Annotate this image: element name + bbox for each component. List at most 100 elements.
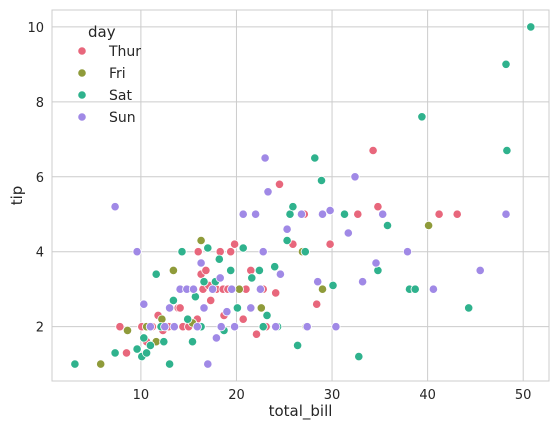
point-thur [271,288,281,298]
point-sat [382,220,393,231]
point-sun [208,284,218,294]
point-sun [313,277,323,287]
point-sat [464,303,474,313]
point-sun [350,172,360,182]
point-sat [282,235,292,246]
point-thur [353,209,363,219]
point-thur [373,202,383,212]
point-sat [526,22,536,32]
point-sat [110,348,120,358]
x-tick-label: 50 [515,388,532,403]
legend-marker-fri [77,68,87,78]
point-sun [227,284,237,294]
x-tick-label: 20 [228,388,245,403]
point-sun [282,224,292,234]
point-thur [215,247,225,257]
point-sun [271,322,281,332]
point-sun [160,322,170,332]
point-sat [501,59,511,69]
point-sat [258,322,268,332]
point-sat [310,153,320,163]
point-sat [232,303,242,313]
point-sat [292,340,303,350]
point-sat [203,243,213,253]
point-sun [402,247,413,257]
point-sun [343,228,353,238]
point-sun [325,205,335,216]
point-sun [428,284,438,294]
legend-label-sun: Sun [109,110,136,126]
point-fri [96,359,106,369]
point-sat [190,292,200,302]
point-sun [165,303,175,313]
point-sat [159,337,169,347]
point-thur [368,145,378,156]
point-sun [263,187,273,197]
point-sun [222,307,232,317]
point-thur [452,209,462,219]
point-sun [132,247,142,257]
point-sun [196,258,206,268]
point-sun [275,269,285,279]
point-thur [238,314,248,324]
point-fri [234,284,244,294]
data-points [70,22,536,369]
point-sun [302,322,312,332]
point-sat [300,247,310,257]
y-axis-label: tip [8,186,26,206]
point-sun [501,209,511,219]
point-fri [196,235,206,246]
point-fri [168,265,178,275]
y-tick-label: 4 [36,246,44,261]
point-sat [183,314,193,324]
point-sat [339,209,350,219]
point-thur [226,247,236,257]
point-sat [238,243,248,253]
point-thur [121,348,132,358]
point-thur [434,209,444,219]
point-sun [331,322,341,332]
x-tick-label: 30 [324,388,341,403]
point-thur [246,265,256,275]
point-thur [312,299,322,309]
point-thur [201,265,211,275]
point-fri [122,325,133,335]
point-sat [168,295,178,305]
point-sun [475,265,485,275]
point-fri [317,284,328,294]
y-tick-label: 8 [36,96,44,111]
legend-label-thur: Thur [108,44,141,60]
point-sun [296,209,307,219]
point-sat [187,337,198,347]
point-sat [354,351,364,362]
point-sat [142,348,152,358]
point-sat [139,333,149,343]
point-sat [262,310,272,320]
point-sun [216,322,226,332]
point-sun [251,209,261,219]
point-sun [145,322,155,332]
point-sun [211,333,221,343]
x-axis-label: total_bill [269,402,333,421]
x-tick-labels: 10 20 30 40 50 [133,388,532,403]
point-sat [214,254,224,264]
point-sat [328,280,338,290]
x-tick-label: 40 [419,388,436,403]
legend-marker-thur [77,46,87,56]
plot-frame [51,9,550,382]
point-sun [192,322,202,332]
point-sun [203,359,213,369]
point-sun [188,284,199,294]
point-sat [145,340,155,350]
point-sun [258,247,268,257]
y-tick-labels: 2 4 6 8 10 [27,21,44,336]
point-sat [247,273,257,283]
point-sun [215,273,225,283]
legend-label-sat: Sat [109,88,132,104]
point-sun [378,209,388,219]
point-sun [238,209,248,219]
point-thur [251,329,262,339]
point-sun [230,322,240,332]
point-sat [410,284,420,294]
